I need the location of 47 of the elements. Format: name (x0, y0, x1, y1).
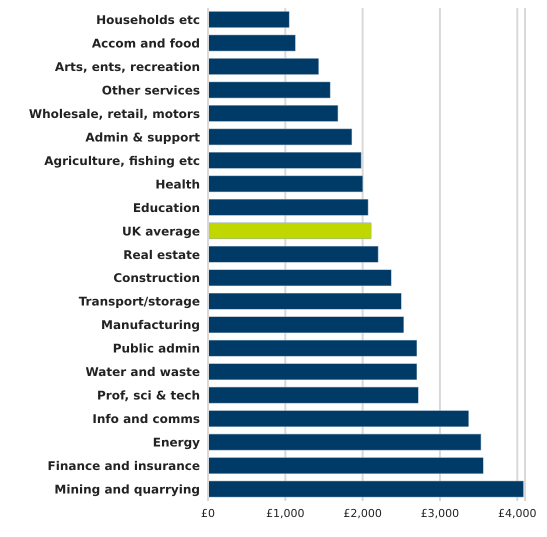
y-tick-label: UK average (122, 224, 200, 238)
y-tick-label: Prof, sci & tech (97, 388, 200, 403)
bar (208, 434, 482, 450)
y-tick-label: Finance and insurance (48, 459, 200, 474)
x-tick-label: £4,000 (498, 506, 537, 520)
x-tick-label: £3,000 (420, 506, 460, 520)
y-tick-label: Transport/storage (78, 294, 200, 309)
y-tick-label: Arts, ents, recreation (54, 60, 200, 74)
y-tick-label: Households etc (96, 13, 200, 27)
y-tick-label: Info and comms (92, 412, 200, 426)
bar (208, 105, 338, 122)
y-tick-label: Energy (152, 436, 200, 450)
bar (208, 128, 352, 146)
y-tick-label: Mining and quarrying (54, 482, 200, 497)
bar (208, 270, 392, 286)
x-tick-label: £2,000 (343, 506, 382, 520)
bar (208, 457, 484, 474)
bar (208, 410, 469, 427)
bar (208, 11, 290, 28)
bar (208, 363, 418, 380)
y-tick-label: Wholesale, retail, motors (28, 106, 200, 121)
bar (208, 82, 330, 98)
bar (208, 386, 419, 404)
y-tick-label: Agriculture, fishing etc (44, 154, 200, 168)
bar (208, 340, 418, 356)
y-tick-label: Water and waste (86, 365, 200, 380)
bar (208, 222, 372, 240)
y-tick-label: Public admin (112, 342, 200, 356)
y-tick-label: Admin & support (85, 130, 200, 144)
y-tick-label: Accom and food (92, 36, 200, 50)
bar (208, 199, 368, 216)
bar (208, 58, 319, 75)
bar (208, 176, 363, 192)
y-tick-label: Other services (102, 83, 200, 98)
y-tick-label: Real estate (123, 248, 200, 262)
bar (208, 152, 362, 169)
bar (208, 34, 296, 52)
bar (208, 292, 402, 310)
bar (208, 480, 524, 498)
y-tick-label: Construction (113, 271, 200, 286)
x-tick-label: £1,000 (266, 506, 305, 520)
y-tick-label: Health (155, 177, 200, 192)
x-tick-label: £0 (201, 506, 215, 520)
y-tick-label: Manufacturing (101, 318, 200, 332)
bar (208, 316, 404, 333)
y-tick-label: Education (132, 200, 200, 215)
bar (208, 246, 378, 263)
